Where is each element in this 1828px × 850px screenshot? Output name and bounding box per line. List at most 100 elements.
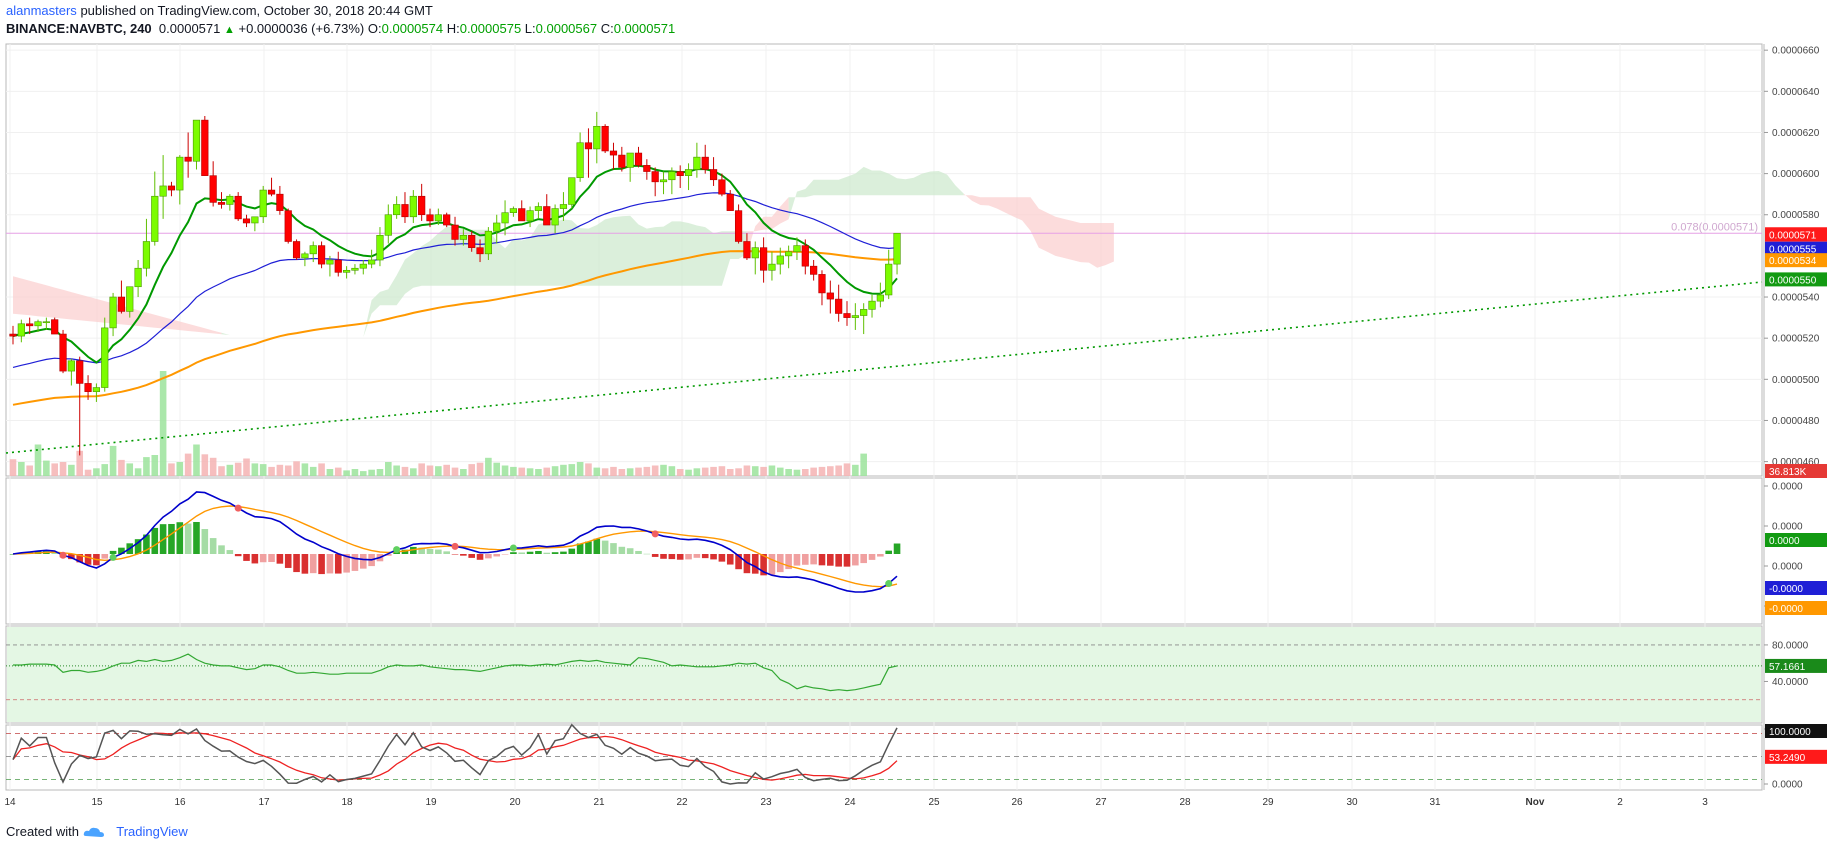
x-tick-label: 31 [1429,797,1441,808]
macd-histogram-bar [668,554,676,560]
macd-histogram-bar [877,554,884,557]
x-tick-label: 18 [341,797,353,808]
candle [259,189,267,218]
x-tick-label: 27 [1095,797,1107,808]
volume-bar [543,467,551,476]
volume-bar [685,469,692,476]
volume-bar [385,462,392,476]
macd-histogram-bar [535,550,542,554]
candle [76,360,84,384]
volume-bar [176,462,184,476]
footer-branding: Created with TradingView [6,824,188,839]
candle [684,169,693,176]
candle [443,214,451,226]
macd-histogram-bar [84,554,92,565]
candle [551,208,559,226]
ema-slow-tag-bg [1765,253,1827,268]
up-arrow-icon: ▲ [223,24,235,36]
volume-bar [143,457,150,476]
ichimoku-cloud [13,276,222,335]
candle [634,152,643,166]
macd-value-tag-bg [1765,581,1827,595]
macd-histogram-bar [460,554,467,556]
macd-histogram-bar [385,554,392,556]
volume-bar [693,468,701,476]
volume-bar [493,462,501,476]
candle [568,177,576,205]
macd-histogram-bar [610,543,617,554]
macd-histogram-bar [751,554,759,574]
candle [893,232,901,265]
volume-bar [760,466,767,476]
candle [860,309,868,316]
author-link[interactable]: alanmasters [6,3,77,18]
volume-bar [418,463,425,476]
volume-bar [259,464,267,476]
candle [734,210,743,242]
macd-histogram-bar [543,552,551,554]
candle [618,154,626,168]
macd-histogram-bar [226,550,234,554]
volume-bar [351,469,359,476]
high-label: H: [446,21,460,36]
candle [142,241,151,269]
volume-bar [843,463,851,476]
volume-tag-bg [1765,464,1827,478]
candle [342,269,351,273]
volume-bar [568,464,576,476]
tradingview-logo-icon [83,827,104,837]
candle [401,204,409,218]
x-tick-label: 26 [1011,797,1023,808]
candle [309,245,317,255]
volume-bar [601,468,609,476]
volume-bar [251,463,259,476]
price-axis-label: 0.0000500 [1772,375,1820,386]
volume-bar [109,445,117,476]
macd-histogram-bar [643,553,651,555]
candle [518,208,526,222]
volume-bar [410,468,417,476]
macd-histogram-bar [68,554,75,560]
x-tick-label: 20 [509,797,521,808]
candle [226,195,234,205]
tradingview-link[interactable]: TradingView [116,824,188,839]
macd-histogram-bar [568,548,576,554]
macd-histogram-bar [209,538,217,554]
macd-histogram-bar [560,551,567,554]
candle [676,171,684,176]
macd-histogram-bar [860,554,867,564]
macd-histogram-bar [618,546,626,554]
candle [601,125,609,152]
support-trendline [5,281,1763,454]
macd-signal-tag: -0.0000 [1769,604,1803,615]
macd-histogram-bar [201,529,209,554]
macd-histogram-bar [109,550,117,554]
macd-histogram-bar [593,538,601,554]
volume-bar [635,467,642,476]
volume-bar [660,464,667,476]
candle [868,300,876,310]
x-tick-label: 15 [91,797,103,808]
volume-bar [134,468,142,476]
candle [534,206,543,211]
macd-histogram-bar [802,554,809,565]
created-with-text: Created with [6,824,79,839]
macd-histogram-bar [435,549,442,554]
volume-bar [701,467,709,476]
macd-histogram-bar [685,554,692,560]
macd-cross-marker [59,551,67,559]
price-axis-label: 0.0000580 [1772,210,1820,221]
volume-bar [560,464,567,476]
candle [543,206,551,226]
close-label: C: [600,21,614,36]
candle [476,247,484,255]
macd-histogram-bar [793,554,801,566]
symbol-label[interactable]: BINANCE:NAVBTC, 240 [6,21,152,36]
candle [759,247,768,271]
candle [351,267,359,271]
open-label: O: [367,21,382,36]
volume-bar [743,465,751,476]
candle [251,216,259,224]
macd-histogram-bar [660,554,667,559]
